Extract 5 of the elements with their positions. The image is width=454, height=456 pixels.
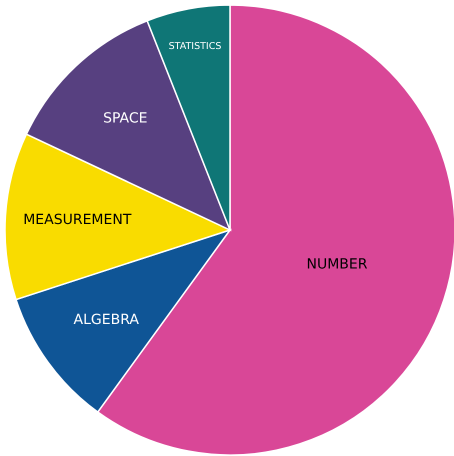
- slice-label: NUMBER: [306, 256, 368, 273]
- slice-label: STATISTICS: [168, 41, 222, 52]
- slice-label: MEASUREMENT: [23, 212, 132, 228]
- slice-label: ALGEBRA: [74, 312, 140, 328]
- slice-label: SPACE: [103, 110, 148, 126]
